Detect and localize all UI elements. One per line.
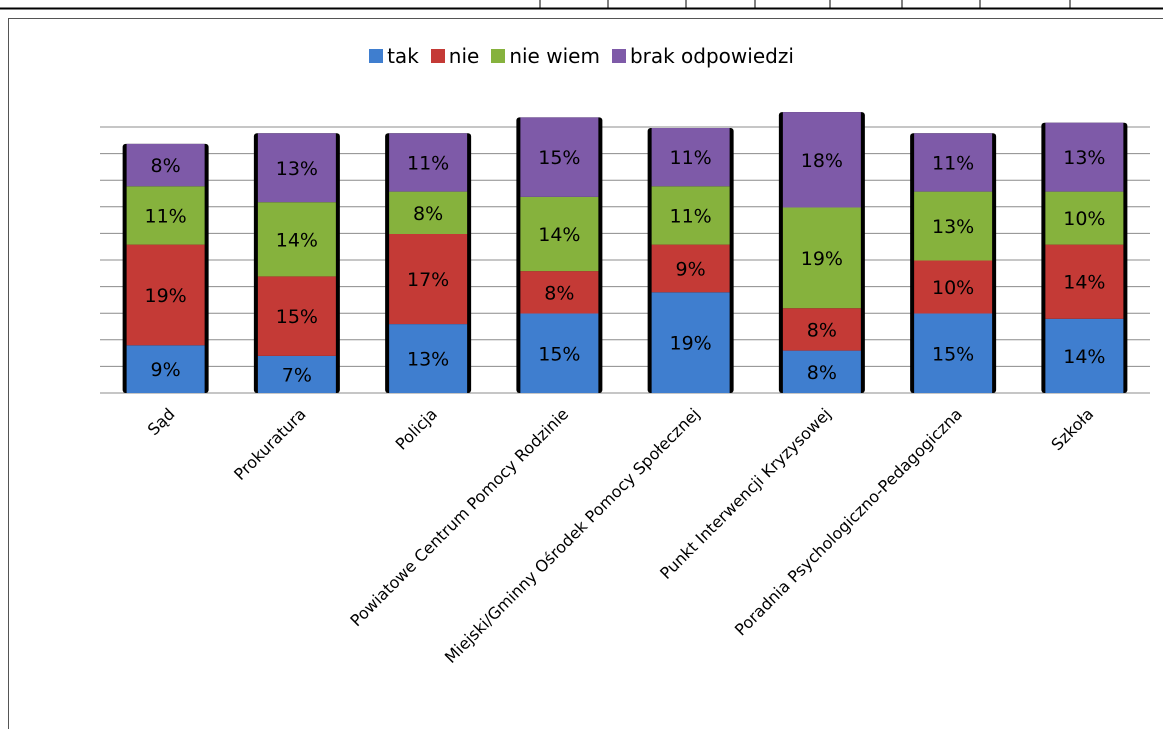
- legend-swatch-nie: [430, 49, 445, 63]
- data-label: 14%: [276, 229, 318, 251]
- bar-segment-nie-wiem: [520, 196, 599, 272]
- data-label: 13%: [276, 158, 318, 180]
- bar-segment-nie-wiem: [257, 202, 336, 277]
- data-label: 9%: [676, 258, 706, 280]
- legend-label-brak-odpowiedzi: brak odpowiedzi: [629, 44, 794, 68]
- data-label: 11%: [145, 205, 187, 227]
- data-label: 14%: [538, 224, 580, 246]
- data-label: 11%: [670, 147, 712, 169]
- data-label: 10%: [932, 277, 974, 299]
- data-label: 17%: [407, 269, 449, 291]
- data-label: 19%: [670, 333, 712, 355]
- data-label: 13%: [932, 216, 974, 238]
- data-label: 15%: [538, 343, 580, 365]
- data-label: 8%: [544, 282, 574, 304]
- legend-item-nie: nie: [430, 44, 480, 68]
- data-label: 11%: [670, 205, 712, 227]
- data-label: 15%: [276, 306, 318, 328]
- bar-segment-nie: [1045, 244, 1124, 319]
- legend-label-nie-wiem: nie wiem: [509, 44, 600, 68]
- bar-segment-nie: [914, 260, 993, 314]
- bar-segment-nie: [651, 244, 730, 293]
- data-label: 19%: [801, 248, 843, 270]
- legend-item-tak: tak: [369, 44, 419, 68]
- data-label: 11%: [407, 152, 449, 174]
- bar-segment-tak: [257, 355, 336, 393]
- data-label: 8%: [413, 203, 443, 225]
- bar-segment-nie: [782, 308, 861, 351]
- bar-segment-tak: [389, 324, 468, 393]
- bar-segment-brak-odpowiedzi: [257, 133, 336, 203]
- data-label: 10%: [1063, 208, 1105, 230]
- x-tick-label: Powiatowe Centrum Pomocy Rodzinie: [346, 404, 572, 630]
- legend-label-nie: nie: [448, 44, 480, 68]
- bar-segment-nie-wiem: [389, 191, 468, 234]
- bar-segment-nie: [520, 271, 599, 314]
- x-tick-label: Sąd: [144, 404, 179, 439]
- bar-segment-nie: [389, 234, 468, 325]
- bar-segment-brak-odpowiedzi: [520, 117, 599, 197]
- legend-swatch-nie-wiem: [491, 49, 506, 63]
- data-label: 8%: [151, 155, 181, 177]
- data-label: 13%: [1063, 147, 1105, 169]
- bar-segment-brak-odpowiedzi: [1045, 122, 1124, 192]
- bar-segment-nie-wiem: [782, 207, 861, 309]
- bar-segment-nie: [126, 244, 205, 346]
- legend-swatch-tak: [369, 49, 384, 63]
- data-label: 9%: [151, 359, 181, 381]
- bar-segment-nie-wiem: [914, 191, 993, 261]
- bar-segment-brak-odpowiedzi: [389, 133, 468, 192]
- chart-legend: tak nie nie wiem brak odpowiedzi: [0, 44, 1163, 68]
- data-label: 7%: [282, 364, 312, 386]
- data-label: 19%: [145, 285, 187, 307]
- data-label: 11%: [932, 152, 974, 174]
- bar-segment-nie-wiem: [1045, 191, 1124, 245]
- x-tick-label: Miejski/Gminny Ośrodek Pomocy Społecznej: [441, 404, 704, 667]
- legend-label-tak: tak: [387, 44, 419, 68]
- bar-segment-tak: [126, 345, 205, 393]
- x-tick-label: Szkoła: [1047, 404, 1097, 454]
- x-tick-label: Policja: [392, 404, 441, 453]
- data-label: 15%: [932, 343, 974, 365]
- data-label: 14%: [1063, 346, 1105, 368]
- data-label: 8%: [807, 319, 837, 341]
- bar-segment-tak: [914, 313, 993, 393]
- bar-segment-nie-wiem: [126, 186, 205, 245]
- data-label: 14%: [1063, 272, 1105, 294]
- bar-segment-tak: [782, 350, 861, 393]
- bar-segment-nie-wiem: [651, 186, 730, 245]
- bar-segment-brak-odpowiedzi: [782, 112, 861, 208]
- bar-segment-nie: [257, 276, 336, 356]
- bar-segment-tak: [651, 292, 730, 393]
- legend-swatch-brak-odpowiedzi: [611, 49, 626, 63]
- data-label: 13%: [407, 349, 449, 371]
- data-label: 8%: [807, 362, 837, 384]
- x-tick-label: Poradnia Psychologiczno-Pedagogiczna: [731, 404, 966, 639]
- bar-segment-tak: [520, 313, 599, 393]
- bar-segment-brak-odpowiedzi: [914, 133, 993, 192]
- data-label: 18%: [801, 150, 843, 172]
- bar-segment-brak-odpowiedzi: [651, 128, 730, 187]
- x-tick-label: Prokuratura: [230, 404, 310, 484]
- bar-segment-brak-odpowiedzi: [126, 143, 205, 187]
- legend-item-brak-odpowiedzi: brak odpowiedzi: [611, 44, 794, 68]
- legend-item-nie-wiem: nie wiem: [491, 44, 600, 68]
- data-label: 15%: [538, 147, 580, 169]
- bar-segment-tak: [1045, 318, 1124, 393]
